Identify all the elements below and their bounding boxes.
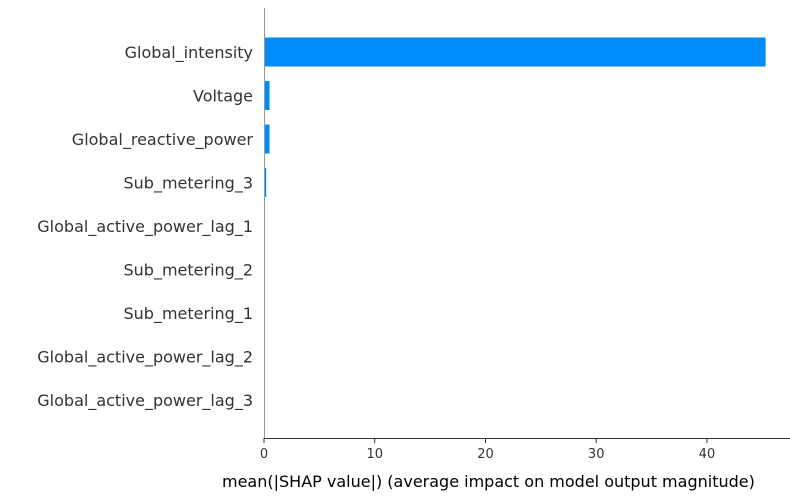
bar-sub-metering-3 (264, 168, 267, 197)
category-label: Global_reactive_power (72, 130, 254, 150)
bars-group (264, 37, 766, 415)
x-tick-label: 20 (477, 447, 494, 462)
x-tick-label: 30 (588, 447, 605, 462)
category-label: Sub_metering_1 (124, 304, 254, 324)
bar-global-reactive-power (264, 124, 270, 154)
x-ticks: 0 10 20 30 40 (260, 438, 715, 462)
category-labels: Global_intensity Voltage Global_reactive_p… (37, 43, 253, 411)
x-tick-label: 10 (366, 447, 383, 462)
x-axis-title: mean(|SHAP value|) (average impact on mo… (222, 472, 755, 491)
category-label: Global_intensity (125, 43, 253, 63)
category-label: Sub_metering_2 (124, 261, 254, 281)
category-label: Sub_metering_3 (124, 174, 254, 194)
category-label: Global_active_power_lag_3 (37, 391, 253, 411)
x-tick-label: 40 (699, 447, 716, 462)
category-label: Global_active_power_lag_2 (37, 348, 253, 368)
bar-global-intensity (264, 37, 766, 67)
category-label: Global_active_power_lag_1 (37, 217, 253, 237)
category-label: Voltage (193, 87, 253, 106)
x-tick-label: 0 (260, 447, 268, 462)
bar-voltage (264, 81, 270, 110)
